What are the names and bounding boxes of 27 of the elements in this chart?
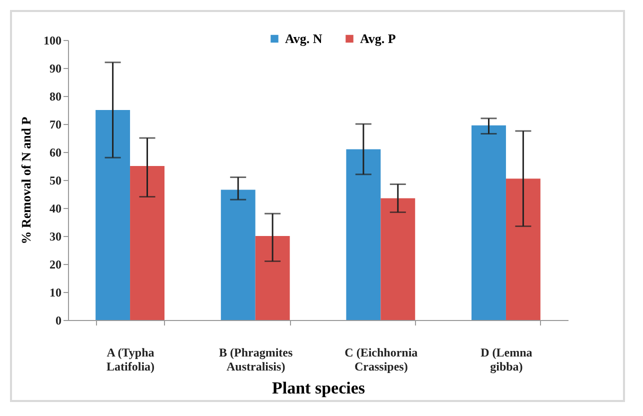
bar [346, 149, 381, 320]
y-tick-label: 80 [50, 90, 62, 104]
y-tick-label: 90 [50, 62, 62, 76]
legend-label: Avg. N [285, 30, 323, 46]
x-tick-label: C (Eichhornia Crassipes) [344, 346, 418, 374]
bar [220, 190, 256, 320]
bar [96, 110, 130, 320]
y-tick-label: 60 [50, 146, 62, 160]
y-tick-label: 50 [50, 174, 62, 188]
bar [130, 166, 164, 320]
y-axis-title: % Removal of N and P [18, 116, 34, 244]
x-tick-label: D (Lemna gibba) [480, 346, 532, 374]
bar [380, 198, 416, 320]
y-tick-label: 70 [50, 118, 62, 132]
y-tick-label: 40 [50, 202, 62, 216]
y-tick-label: 100 [44, 34, 62, 48]
x-tick-label: B (Phragmites Australisis) [219, 346, 293, 374]
bar [255, 236, 290, 320]
bar [472, 125, 506, 320]
bar [506, 178, 540, 320]
y-tick-label: 30 [50, 230, 62, 244]
y-tick-label: 0 [56, 314, 62, 328]
x-tick-label: A (Typha Latifolia) [106, 346, 155, 374]
legend-label: Avg. P [360, 30, 396, 46]
y-tick-label: 20 [50, 258, 62, 272]
y-tick-label: 10 [50, 286, 62, 300]
x-axis-title: Plant species [272, 378, 366, 398]
